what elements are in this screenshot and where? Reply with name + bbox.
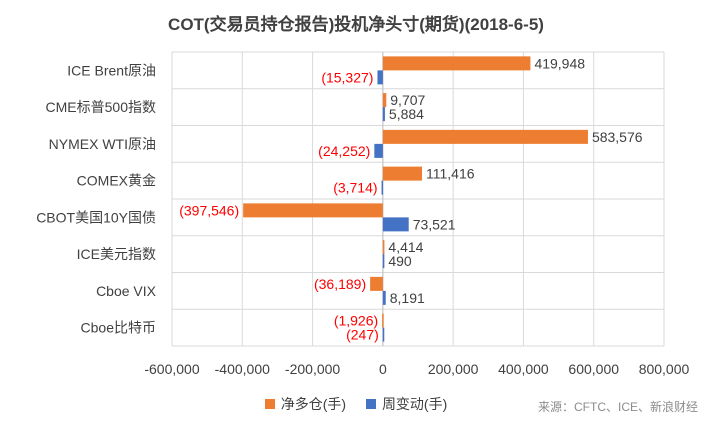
category-label: Cboe VIX bbox=[96, 283, 157, 299]
weekly-change-value-label: 73,521 bbox=[413, 216, 456, 232]
grid-lines bbox=[171, 51, 665, 347]
weekly-change-value-label: 5,884 bbox=[389, 106, 424, 122]
legend-swatch-net-long bbox=[264, 399, 275, 409]
weekly-change-bar[interactable] bbox=[377, 70, 383, 85]
chart-title: COT(交易员持仓报告)投机净头寸(期货)(2018-6-5) bbox=[168, 15, 544, 34]
weekly-change-value-label: (247) bbox=[346, 327, 379, 343]
weekly-change-bar[interactable] bbox=[382, 107, 385, 122]
net-long-bar[interactable] bbox=[382, 166, 423, 181]
weekly-change-bar[interactable] bbox=[374, 143, 383, 158]
category-label: NYMEX WTI原油 bbox=[49, 136, 156, 152]
net-long-value-label: 9,707 bbox=[390, 92, 425, 108]
category-label: Cboe比特币 bbox=[81, 320, 156, 336]
weekly-change-value-label: (3,714) bbox=[333, 180, 377, 196]
net-long-value-label: 583,576 bbox=[592, 129, 643, 145]
x-tick-label: 0 bbox=[379, 361, 387, 377]
weekly-change-bar[interactable] bbox=[382, 254, 385, 269]
category-label: ICE Brent原油 bbox=[67, 62, 156, 78]
legend-swatch-weekly-change bbox=[365, 399, 376, 409]
net-long-bar[interactable] bbox=[382, 56, 531, 71]
weekly-change-value-label: (15,327) bbox=[321, 69, 373, 85]
source-note: 来源：CFTC、ICE、新浪财经 bbox=[538, 400, 698, 414]
x-tick-label: -600,000 bbox=[144, 361, 199, 377]
data-labels: 419,948 9,707 583,576 111,416 (397,546) 4,414… bbox=[179, 55, 643, 342]
net-long-value-label: (397,546) bbox=[179, 202, 239, 218]
legend-label-net-long: 净多仓(手) bbox=[280, 396, 347, 412]
legend-item-net-long[interactable]: 净多仓(手) bbox=[264, 394, 347, 414]
category-label: COMEX黄金 bbox=[77, 173, 156, 189]
weekly-change-bar[interactable] bbox=[382, 217, 409, 232]
x-tick-label: 400,000 bbox=[498, 361, 549, 377]
net-long-value-label: (36,189) bbox=[314, 276, 366, 292]
net-long-value-label: 419,948 bbox=[534, 55, 585, 71]
bars bbox=[243, 56, 588, 342]
x-tick-label: 600,000 bbox=[568, 361, 619, 377]
net-long-bar[interactable] bbox=[382, 313, 384, 328]
legend-item-weekly-change[interactable]: 周变动(手) bbox=[365, 394, 448, 414]
net-long-bar[interactable] bbox=[370, 276, 383, 291]
weekly-change-bar[interactable] bbox=[381, 180, 384, 195]
net-long-value-label: 4,414 bbox=[388, 239, 423, 255]
weekly-change-value-label: 8,191 bbox=[390, 290, 425, 306]
net-long-value-label: 111,416 bbox=[426, 166, 475, 182]
x-tick-label: -400,000 bbox=[215, 361, 270, 377]
category-labels: ICE Brent原油 CME标普500指数 NYMEX WTI原油 COMEX黄金 C… bbox=[36, 62, 156, 335]
weekly-change-bar[interactable] bbox=[382, 327, 385, 342]
x-tick-label: 800,000 bbox=[639, 361, 690, 377]
category-label: ICE美元指数 bbox=[77, 246, 156, 262]
x-tick-label: -200,000 bbox=[285, 361, 340, 377]
x-tick-label: 200,000 bbox=[428, 361, 479, 377]
net-long-value-label: (1,926) bbox=[334, 313, 378, 329]
category-label: CBOT美国10Y国债 bbox=[36, 209, 156, 225]
net-long-bar[interactable] bbox=[382, 93, 387, 108]
weekly-change-value-label: 490 bbox=[388, 253, 412, 269]
x-tick-labels: -600,000 -400,000 -200,000 0 200,000 400,000 6… bbox=[144, 361, 689, 377]
net-long-bar[interactable] bbox=[243, 203, 383, 218]
legend-label-weekly-change: 周变动(手) bbox=[381, 396, 448, 412]
net-long-bar[interactable] bbox=[382, 240, 385, 255]
weekly-change-value-label: (24,252) bbox=[318, 143, 370, 159]
weekly-change-bar[interactable] bbox=[382, 290, 386, 305]
net-long-bar[interactable] bbox=[382, 129, 588, 144]
legend: 净多仓(手) 周变动(手) bbox=[0, 394, 712, 414]
category-label: CME标普500指数 bbox=[46, 99, 156, 115]
